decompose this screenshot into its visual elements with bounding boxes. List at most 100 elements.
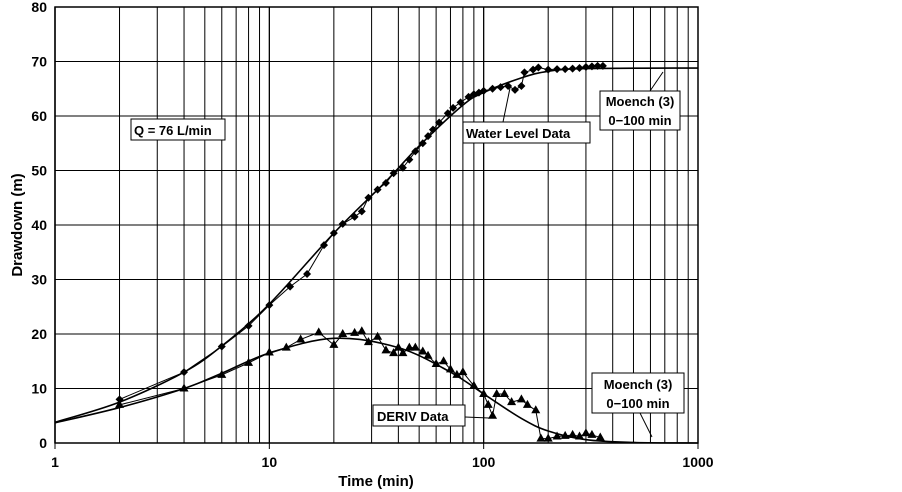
deriv-point (314, 327, 324, 336)
deriv-point (350, 327, 360, 336)
water-level-point (303, 270, 312, 279)
deriv-point (469, 380, 479, 389)
water-level-point (464, 92, 473, 101)
deriv-point (488, 410, 498, 419)
deriv-point (363, 337, 373, 346)
deriv-point (560, 430, 570, 439)
x-tick-label: 1 (51, 454, 59, 470)
y-tick-label: 40 (31, 217, 47, 233)
water-level-point (373, 185, 382, 194)
deriv-point (445, 364, 455, 373)
deriv-point (296, 334, 306, 343)
plot-frame (54, 6, 699, 444)
x-tick-label: 10 (262, 454, 278, 470)
water-level-point (443, 109, 452, 118)
deriv-point (516, 394, 526, 403)
water-level-point (517, 82, 526, 91)
deriv-point (381, 345, 391, 354)
deriv-point (536, 433, 546, 442)
deriv-point (587, 429, 597, 438)
water-level-point (435, 118, 444, 127)
water-level-point (456, 98, 465, 107)
water-level-point (544, 65, 553, 74)
data-points (115, 61, 607, 442)
water-level-point (520, 68, 529, 77)
water-level-point (428, 125, 437, 134)
deriv-point (458, 367, 468, 376)
deriv-point (393, 342, 403, 351)
water-level-point (496, 83, 505, 92)
x-axis-title: Time (min) (338, 473, 414, 490)
deriv-point (423, 350, 433, 359)
svg-text:Moench (3): Moench (3) (606, 94, 675, 109)
water-level-point (561, 65, 570, 74)
deriv-point (410, 342, 420, 351)
water-level-point (244, 321, 253, 330)
water-level-point (115, 395, 124, 404)
water-level-point (265, 301, 274, 310)
water-level-point (479, 86, 488, 95)
deriv-point (581, 428, 591, 437)
water-level-point (381, 179, 390, 188)
deriv-point (507, 397, 517, 406)
water-level-point (449, 103, 458, 112)
deriv-point (398, 348, 408, 357)
water-level-point (180, 368, 189, 377)
deriv-point (479, 388, 489, 397)
water-level-point (553, 65, 562, 74)
deriv-point (179, 383, 189, 392)
deriv-point (439, 356, 449, 365)
deriv-point (373, 331, 383, 340)
water-level-point (424, 132, 433, 141)
water-level-point (418, 139, 427, 148)
deriv-point (338, 329, 348, 337)
y-axis-title: Drawdown (m) (9, 173, 26, 276)
water-level-point (593, 61, 602, 70)
x-tick-label: 1000 (682, 454, 713, 470)
water-level-point (329, 229, 338, 238)
water-level-point (488, 84, 497, 93)
water-level-point (357, 207, 366, 216)
svg-text:DERIV Data: DERIV Data (377, 409, 449, 424)
y-tick-label: 70 (31, 54, 47, 70)
y-tick-label: 50 (31, 163, 47, 179)
annotation-q: Q = 76 L/min (130, 118, 226, 141)
deriv-point (115, 399, 125, 408)
water-level-point (389, 169, 398, 178)
deriv-point (492, 388, 502, 397)
annotation-moench-bottom: Moench (3) 0−100 min (591, 372, 685, 438)
water-level-point (411, 147, 420, 156)
water-level-point (568, 64, 577, 73)
water-level-point (510, 85, 519, 94)
y-tick-label: 30 (31, 272, 47, 288)
water-level-point (364, 193, 373, 202)
deriv-point (217, 369, 227, 378)
water-level-point (350, 212, 359, 221)
water-level-point (534, 63, 543, 72)
deriv-point (531, 405, 541, 414)
deriv-point (483, 399, 493, 408)
svg-text:Moench (3): Moench (3) (604, 377, 673, 392)
water-level-point (581, 62, 590, 71)
deriv-point (452, 369, 462, 378)
deriv-point (552, 431, 562, 440)
annotation-deriv: DERIV Data (372, 404, 490, 427)
deriv-point (543, 433, 553, 442)
deriv-point (264, 347, 274, 356)
deriv-point (595, 432, 605, 441)
y-tick-label: 80 (31, 0, 47, 15)
svg-text:Water Level Data: Water Level Data (466, 126, 571, 141)
deriv-point (357, 326, 367, 335)
water-level-point (405, 155, 414, 164)
svg-text:Q = 76 L/min: Q = 76 L/min (134, 123, 212, 138)
deriv-point (568, 429, 578, 438)
water-level-point (575, 64, 584, 73)
y-tick-label: 20 (31, 326, 47, 342)
x-tick-label: 100 (472, 454, 496, 470)
deriv-point (244, 357, 254, 366)
deriv-point (431, 358, 441, 367)
water-level-point (587, 62, 596, 71)
deriv-point (499, 388, 509, 397)
deriv-point (522, 399, 532, 408)
